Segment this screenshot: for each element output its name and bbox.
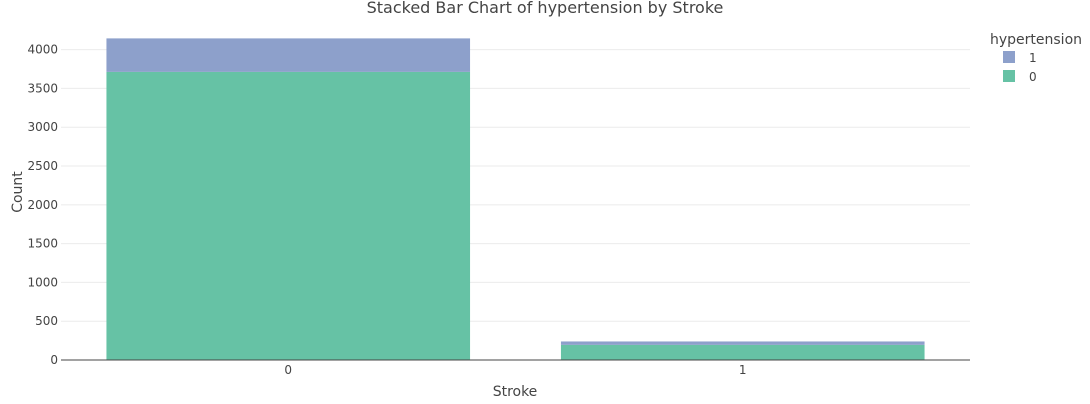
bar-segment [106,38,471,72]
y-tick-label: 1500 [27,237,58,251]
chart-title: Stacked Bar Chart of hypertension by Str… [367,0,724,17]
y-tick-label: 4000 [27,43,58,57]
bar-segment [560,344,925,360]
legend-swatch [1003,70,1015,82]
y-tick-label: 1000 [27,275,58,289]
legend-label: 1 [1029,51,1037,65]
bar-segment [560,341,925,345]
y-tick-label: 3000 [27,120,58,134]
bar-segment [106,71,471,361]
legend: hypertension 10 [990,32,1082,84]
legend-swatch [1003,51,1015,63]
y-tick-label: 3500 [27,81,58,95]
y-tick-label: 500 [35,314,58,328]
x-axis-title: Stroke [493,384,538,400]
y-tick-label: 0 [50,353,58,367]
legend-label: 0 [1029,70,1037,84]
legend-items: 10 [1003,51,1037,84]
x-tick-label: 1 [739,363,747,377]
x-tick-label: 0 [284,363,292,377]
y-tick-label: 2500 [27,159,58,173]
y-axis-title: Count [10,171,26,213]
bars [106,38,925,361]
legend-title: hypertension [990,32,1082,48]
y-tick-label: 2000 [27,198,58,212]
axes: 0 500 1000 1500 2000 2500 3000 3500 4000 0 1 [27,43,970,377]
